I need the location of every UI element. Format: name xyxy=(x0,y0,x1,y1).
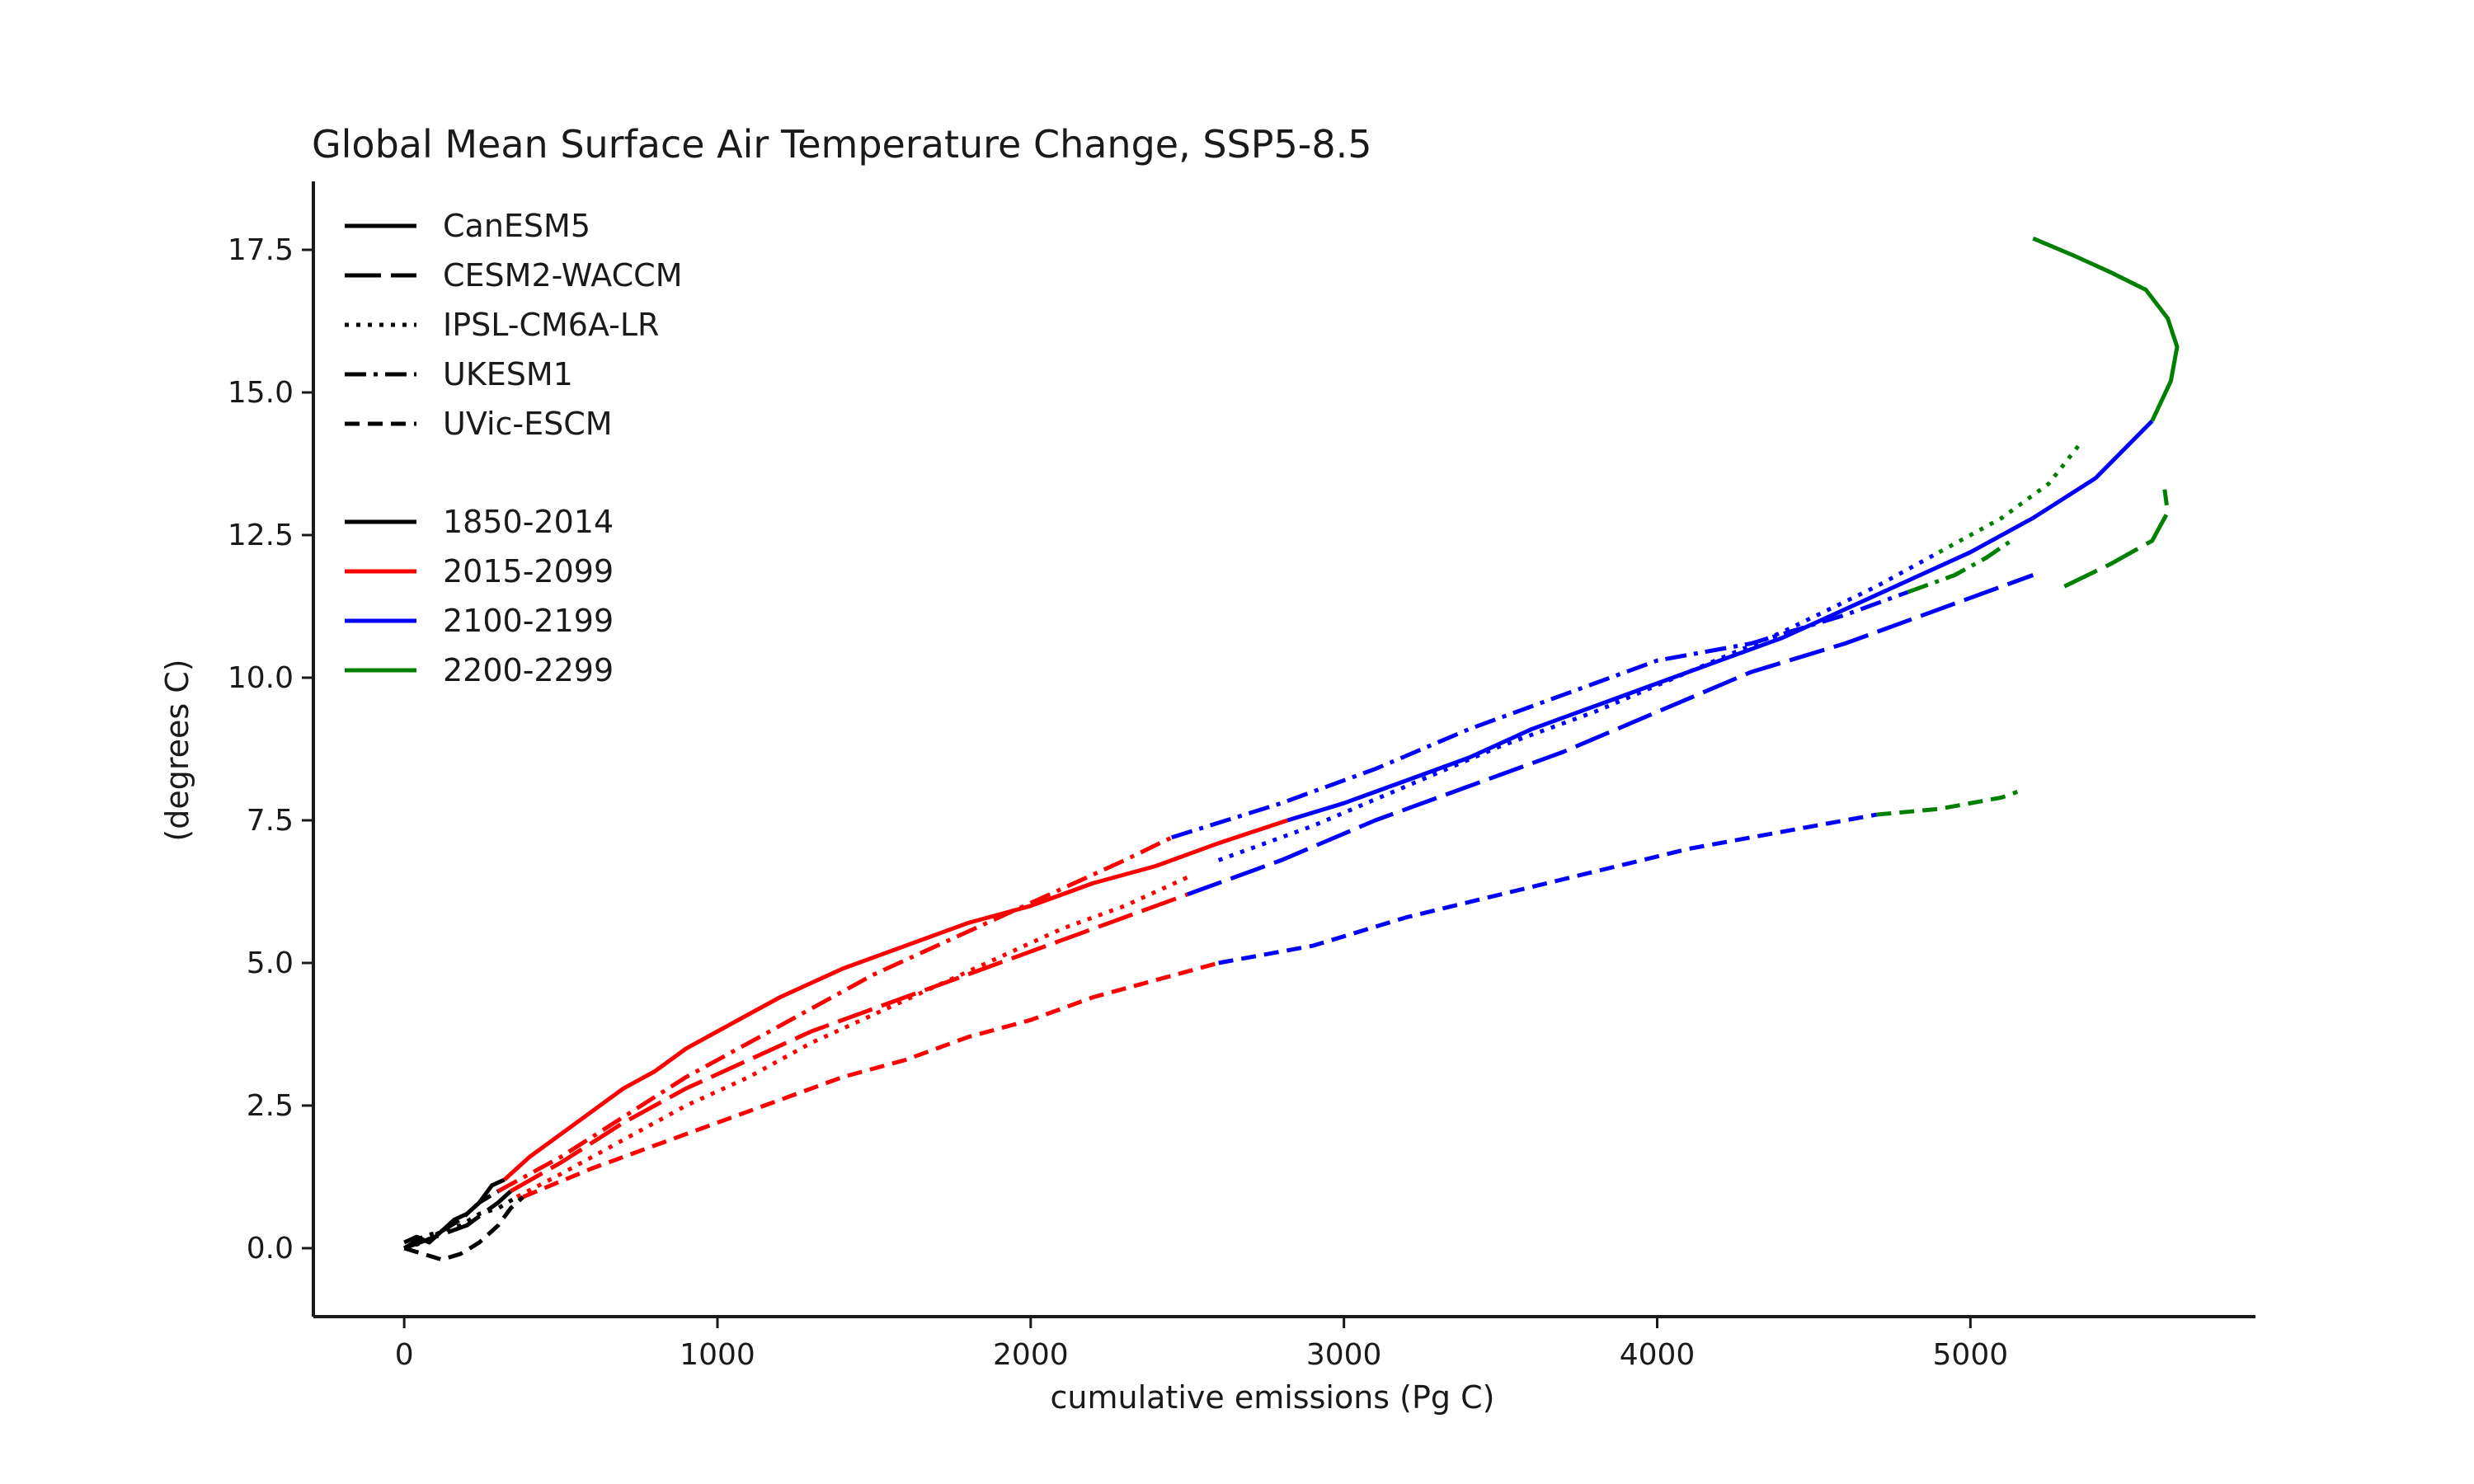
legend-label: CanESM5 xyxy=(443,208,590,244)
y-tick-label: 17.5 xyxy=(228,233,294,267)
series-line-cesm2-waccm-2015-2099 xyxy=(510,892,1188,1193)
y-tick-label: 5.0 xyxy=(247,946,294,980)
series-line-ukesm1-2200-2299 xyxy=(1907,538,2013,594)
series-line-cesm2-waccm-2100-2199 xyxy=(1186,573,2034,897)
legend-label: UKESM1 xyxy=(443,356,573,392)
x-tick-label: 5000 xyxy=(1933,1338,2009,1372)
series-line-canesm5-2200-2299 xyxy=(2032,236,2180,422)
series-line-uvic-escm-1850-2014 xyxy=(403,1195,525,1262)
series-layer xyxy=(402,236,2180,1262)
series-line-uvic-escm-2100-2199 xyxy=(1218,812,1877,965)
y-tick-label: 0.0 xyxy=(247,1232,294,1266)
series-line-uvic-escm-2015-2099 xyxy=(522,960,1220,1200)
x-tick-label: 4000 xyxy=(1620,1338,1696,1372)
y-tick-label: 15.0 xyxy=(228,376,294,410)
series-line-uvic-escm-2200-2299 xyxy=(1876,790,2019,817)
legend-label: CESM2-WACCM xyxy=(443,257,682,294)
legend-label: 1850-2014 xyxy=(443,504,614,540)
legend-label: UVic-ESCM xyxy=(443,406,613,442)
y-tick-label: 12.5 xyxy=(228,519,294,552)
x-tick-label: 3000 xyxy=(1306,1338,1382,1372)
series-line-ukesm1-1850-2014 xyxy=(402,1189,500,1251)
x-tick-label: 2000 xyxy=(993,1338,1069,1372)
series-line-ipsl-cm6a-lr-2200-2299 xyxy=(1938,442,2082,554)
x-tick-label: 0 xyxy=(395,1338,414,1372)
x-axis-ticks: 0 1000 2000 3000 4000 5000 xyxy=(395,1317,2008,1372)
y-tick-label: 10.0 xyxy=(228,661,294,695)
y-axis-label: (degrees C) xyxy=(159,659,195,841)
chart-title: Global Mean Surface Air Temperature Chan… xyxy=(312,122,1371,167)
x-axis-label: cumulative emissions (Pg C) xyxy=(1051,1379,1495,1416)
series-line-canesm5-2015-2099 xyxy=(503,818,1289,1181)
legend-label: IPSL-CM6A-LR xyxy=(443,307,659,343)
series-line-ipsl-cm6a-lr-2100-2199 xyxy=(1217,550,1940,862)
x-tick-label: 1000 xyxy=(680,1338,755,1372)
y-tick-label: 7.5 xyxy=(247,804,294,838)
legend-label: 2200-2299 xyxy=(443,652,614,688)
y-tick-label: 2.5 xyxy=(247,1089,294,1123)
axes xyxy=(312,181,2255,1318)
legend-label: 2100-2199 xyxy=(443,603,614,639)
y-axis-ticks: 0.0 2.5 5.0 7.5 10.0 12.5 15.0 17.5 xyxy=(228,233,313,1266)
series-line-ipsl-cm6a-lr-1850-2014 xyxy=(403,1195,519,1251)
series-line-ukesm1-2015-2099 xyxy=(496,835,1173,1193)
series-line-canesm5-2100-2199 xyxy=(1286,419,2154,823)
series-line-cesm2-waccm-1850-2014 xyxy=(403,1189,512,1251)
legend: CanESM5 CESM2-WACCM IPSL-CM6A-LR UKESM1 UVic… xyxy=(345,208,682,688)
series-line-cesm2-waccm-2200-2299 xyxy=(2063,489,2171,589)
series-line-ukesm1-2100-2199 xyxy=(1171,589,1909,840)
series-line-ipsl-cm6a-lr-2015-2099 xyxy=(515,875,1188,1199)
legend-label: 2015-2099 xyxy=(443,553,614,589)
